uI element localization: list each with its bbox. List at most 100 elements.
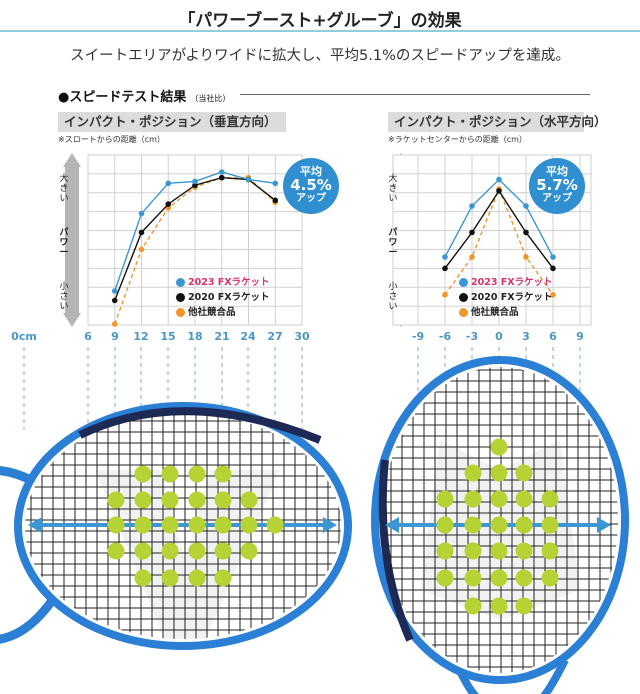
y-axis-right: 大きい パワー 小さい	[385, 160, 401, 330]
impact-ball-icon	[515, 597, 533, 615]
badge-value: 4.5%	[290, 176, 332, 194]
impact-ball-icon	[490, 464, 508, 482]
legend-item: 他社競合品	[176, 305, 270, 320]
impact-ball-icon	[188, 516, 206, 534]
impact-ball-icon	[107, 491, 125, 509]
impact-ball-icon	[240, 542, 258, 560]
legend-dot-blue-icon	[176, 278, 185, 287]
title-divider	[0, 30, 640, 32]
impact-ball-icon	[107, 542, 125, 560]
lead-text: スイートエリアがよりワイドに拡大し、平均5.1%のスピードアップを達成。	[70, 48, 570, 64]
impact-ball-icon	[541, 516, 559, 534]
legend-horizontal: 2023 FXラケット 2020 FXラケット 他社競合品	[459, 275, 553, 320]
legend-dot-orange-icon	[459, 308, 468, 317]
impact-ball-icon	[188, 542, 206, 560]
impact-ball-icon	[188, 491, 206, 509]
section-note: （当社比）	[190, 94, 231, 103]
impact-ball-icon	[515, 490, 533, 508]
impact-ball-icon	[134, 542, 152, 560]
racket-vertical-illustration	[371, 356, 629, 694]
impact-ball-icon	[490, 438, 508, 456]
legend-item: 2020 FXラケット	[176, 290, 270, 305]
section-title: ●スピードテスト結果 （当社比）	[58, 86, 230, 105]
y-axis-bottom-label: 小さい	[59, 282, 69, 312]
impact-ball-icon	[464, 464, 482, 482]
impact-ball-icon	[161, 569, 179, 587]
legend-dot-orange-icon	[176, 308, 185, 317]
badge-suffix: アップ	[542, 193, 572, 204]
legend-item: 2023 FXラケット	[459, 275, 553, 290]
impact-ball-icon	[464, 542, 482, 560]
impact-ball-icon	[134, 491, 152, 509]
impact-ball-icon	[436, 490, 454, 508]
impact-ball-icon	[464, 569, 482, 587]
impact-ball-icon	[161, 491, 179, 509]
y-axis-top-label: 大きい	[59, 174, 69, 204]
impact-ball-icon	[490, 542, 508, 560]
impact-ball-icon	[436, 516, 454, 534]
impact-ball-icon	[515, 516, 533, 534]
impact-ball-icon	[240, 516, 258, 534]
y-axis-label: パワー	[388, 228, 398, 258]
legend-dot-black-icon	[176, 293, 185, 302]
impact-ball-icon	[161, 465, 179, 483]
impact-ball-icon	[490, 597, 508, 615]
legend-vertical: 2023 FXラケット 2020 FXラケット 他社競合品	[176, 275, 270, 320]
impact-ball-icon	[161, 542, 179, 560]
badge-value: 5.7%	[536, 176, 578, 194]
chart-vertical-subtitle: ※スロートからの距離（cm）	[58, 135, 165, 144]
chart-vertical-title: インパクト・ポジション（垂直方向）	[58, 112, 286, 132]
impact-ball-icon	[464, 490, 482, 508]
impact-ball-icon	[214, 569, 232, 587]
impact-ball-icon	[490, 490, 508, 508]
impact-ball-icon	[464, 516, 482, 534]
impact-ball-icon	[541, 569, 559, 587]
impact-ball-icon	[541, 542, 559, 560]
impact-ball-icon	[266, 516, 284, 534]
racket-horizontal-illustration	[0, 402, 352, 650]
y-axis-left: 大きい パワー 小さい	[56, 160, 72, 330]
badge-vertical-improvement: 平均 4.5% アップ	[283, 158, 339, 214]
impact-ball-icon	[214, 542, 232, 560]
legend-item: 2020 FXラケット	[459, 290, 553, 305]
badge-label: 平均	[300, 165, 322, 178]
impact-ball-icon	[107, 516, 125, 534]
impact-ball-icon	[490, 569, 508, 587]
impact-ball-icon	[214, 516, 232, 534]
impact-ball-icon	[515, 542, 533, 560]
impact-ball-icon	[214, 491, 232, 509]
impact-ball-icon	[134, 465, 152, 483]
impact-ball-icon	[515, 464, 533, 482]
legend-item: 2023 FXラケット	[176, 275, 270, 290]
chart-horizontal-title: インパクト・ポジション（水平方向）	[388, 112, 607, 132]
impact-ball-icon	[515, 569, 533, 587]
y-axis-label: パワー	[59, 228, 69, 258]
impact-ball-icon	[214, 465, 232, 483]
impact-ball-icon	[134, 516, 152, 534]
impact-ball-icon	[464, 597, 482, 615]
impact-ball-icon	[436, 542, 454, 560]
legend-item: 他社競合品	[459, 305, 553, 320]
chart-horizontal-subtitle: ※ラケットセンターからの距離（cm）	[388, 135, 527, 144]
scale-labels: 0cm 6 9 12 15 18 21 24 27 30 -9 -6 -3 0 …	[11, 330, 584, 343]
badge-horizontal-improvement: 平均 5.7% アップ	[529, 158, 585, 214]
legend-dot-blue-icon	[459, 278, 468, 287]
section-title-text: ●スピードテスト結果	[58, 90, 187, 105]
badge-label: 平均	[546, 165, 568, 178]
impact-ball-icon	[161, 516, 179, 534]
impact-ball-icon	[541, 490, 559, 508]
y-axis-top-label: 大きい	[388, 174, 398, 204]
impact-ball-icon	[436, 569, 454, 587]
section-divider	[240, 94, 590, 95]
impact-ball-icon	[134, 569, 152, 587]
impact-ball-icon	[490, 516, 508, 534]
impact-ball-icon	[188, 465, 206, 483]
page-title: 「パワーブースト+グルーブ」の効果	[178, 11, 462, 31]
badge-suffix: アップ	[296, 193, 326, 204]
legend-dot-black-icon	[459, 293, 468, 302]
impact-ball-icon	[240, 491, 258, 509]
chart-plot	[63, 153, 303, 327]
impact-ball-icon	[188, 569, 206, 587]
y-axis-bottom-label: 小さい	[388, 282, 398, 312]
